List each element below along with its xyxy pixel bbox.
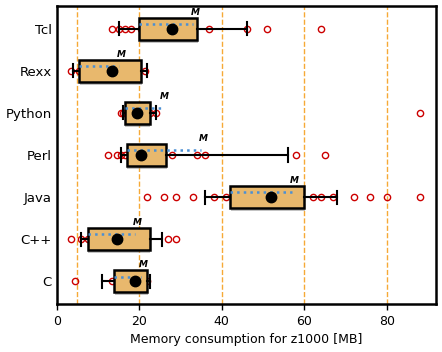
FancyBboxPatch shape [88,228,149,250]
FancyBboxPatch shape [125,102,149,124]
FancyBboxPatch shape [114,270,148,292]
FancyBboxPatch shape [126,105,150,127]
FancyBboxPatch shape [127,144,166,166]
Text: M: M [199,134,208,143]
Text: M: M [133,218,142,227]
FancyBboxPatch shape [139,18,197,40]
Text: M: M [117,50,126,58]
Text: M: M [191,7,200,17]
FancyBboxPatch shape [231,189,305,211]
FancyBboxPatch shape [230,186,305,208]
FancyBboxPatch shape [88,231,150,253]
FancyBboxPatch shape [80,63,142,85]
Text: M: M [139,260,148,269]
FancyBboxPatch shape [115,273,148,295]
FancyBboxPatch shape [127,147,167,169]
FancyBboxPatch shape [140,21,198,43]
FancyBboxPatch shape [80,60,141,82]
X-axis label: Memory consumption for z1000 [MB]: Memory consumption for z1000 [MB] [130,333,363,346]
Text: M: M [290,176,299,185]
Text: M: M [160,92,169,101]
